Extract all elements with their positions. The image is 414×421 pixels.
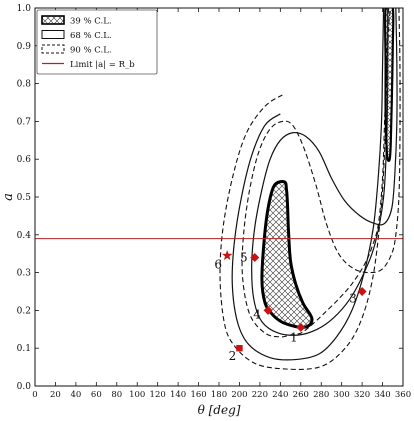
marker-point-5 [250,252,260,262]
y-tick-label: 0.8 [17,80,32,90]
y-tick-label: 0.2 [17,306,31,316]
contour-90-outer [219,8,392,370]
x-tick-label: 260 [293,390,309,400]
contour-68-inner [251,8,398,336]
point-label-3: 3 [349,292,357,306]
y-tick-label: 0.3 [17,269,32,279]
contour-39-top [383,8,395,162]
x-tick-label: 140 [170,390,186,400]
marker-point-2 [236,345,243,352]
data-points-layer: 1 2 3 4 5 6 [214,250,367,363]
legend-label: Limit |a| = R_b [70,60,135,70]
x-tick-label: 180 [211,390,227,400]
legend-label: 39 % C.L. [70,17,112,27]
y-axis-label: a [1,193,16,201]
y-tick-label: 0.6 [17,155,32,165]
point-label-6: 6 [214,258,222,272]
y-tick-label: 1.0 [17,4,32,14]
y-tick-label: 0.1 [17,344,31,354]
marker-point-6 [221,250,233,261]
y-tick-label: 0.7 [17,117,32,127]
legend-label: 90 % C.L. [70,46,112,56]
x-tick-label: 280 [313,390,329,400]
point-label-1: 1 [290,330,298,344]
legend-swatch-68 [41,30,65,39]
x-tick-label: 0 [32,390,37,400]
x-tick-label: 340 [374,390,390,400]
x-tick-label: 220 [252,390,268,400]
legend: 39 % C.L. 68 % C.L. 90 % C.L. Limit |a| = R… [36,9,158,75]
x-tick-label: 20 [50,390,61,400]
x-tick-label: 160 [190,390,206,400]
x-tick-label: 300 [334,390,350,400]
x-tick-label: 240 [272,390,288,400]
contour-90-inner [241,8,401,338]
marker-point-4 [263,305,273,315]
legend-swatch-39 [41,15,65,25]
point-label-4: 4 [253,307,261,321]
point-label-2: 2 [229,349,237,363]
x-axis-label: θ [deg] [198,403,241,417]
legend-box [36,9,158,75]
x-tick-label: 320 [354,390,370,400]
point-label-5: 5 [240,250,248,264]
marker-point-3 [357,287,367,296]
legend-swatch-90 [41,44,65,54]
legend-label: 68 % C.L. [70,31,112,41]
y-tick-label: 0.0 [17,382,32,392]
y-tick-label: 0.5 [17,193,32,203]
marker-point-1 [296,322,306,332]
x-tick-label: 100 [129,390,145,400]
x-tick-label: 360 [395,390,411,400]
x-tick-label: 60 [91,390,102,400]
y-tick-label: 0.9 [17,42,32,52]
x-tick-label: 40 [70,390,81,400]
contour-layer [219,8,401,370]
x-tick-label: 120 [150,390,166,400]
x-tick-label: 200 [231,390,247,400]
contour-39-main [260,180,314,329]
x-tick-label: 80 [111,390,122,400]
y-tick-label: 0.4 [17,231,32,241]
contour-68-outer [231,8,385,361]
